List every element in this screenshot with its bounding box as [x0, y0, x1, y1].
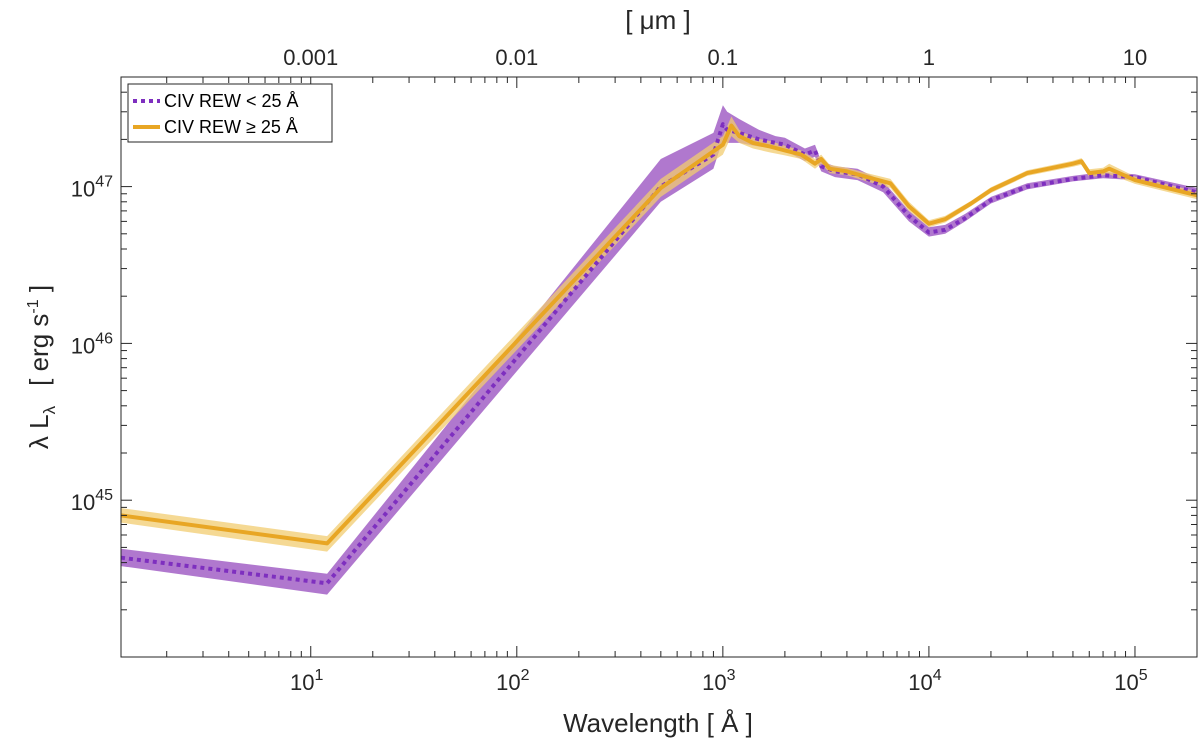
y-label-sub: λ: [40, 405, 59, 414]
series-lines: [120, 122, 1198, 586]
x-tick-label: 102: [496, 667, 529, 695]
line-series-1: [120, 122, 1198, 586]
top-tick-label: 10: [1123, 45, 1147, 70]
y-label-main: λ L: [24, 414, 54, 449]
y-tick-label: 1045: [71, 487, 113, 515]
top-axis-title: [ μm ]: [625, 5, 691, 35]
axis-ticks: [121, 76, 1198, 658]
legend-label-series-2: CIV REW ≥ 25 Å: [164, 117, 298, 137]
y-tick-label: 1047: [71, 174, 113, 202]
x-tick-label: 105: [1114, 667, 1147, 695]
top-tick-label: 0.01: [495, 45, 538, 70]
line-series-2: [120, 123, 1198, 546]
y-label-units-sup: -1: [25, 299, 42, 313]
top-tick-label: 1: [923, 45, 935, 70]
y-axis-title: λ Lλ [ erg s-1 ]: [24, 285, 59, 449]
svg-text:λ Lλ[ erg s-1 ]: λ Lλ [ erg s-1 ]: [24, 285, 59, 449]
y-label-units: [ erg s: [24, 314, 54, 386]
top-tick-label: 0.001: [283, 45, 338, 70]
band-series-2: [121, 116, 1197, 552]
legend-box: [127, 83, 333, 143]
band-series-1: [121, 105, 1197, 595]
uncertainty-bands: [121, 105, 1197, 595]
top-tick-label: 0.1: [708, 45, 739, 70]
plot-frame: [120, 76, 1198, 658]
x-tick-label: 104: [908, 667, 941, 695]
x-tick-label: 101: [290, 667, 323, 695]
legend: CIV REW < 25 Å CIV REW ≥ 25 Å: [127, 83, 333, 143]
x-axis-title: Wavelength [ Å ]: [563, 708, 753, 738]
y-tick-label: 1046: [71, 330, 113, 358]
legend-label-series-1: CIV REW < 25 Å: [164, 91, 299, 111]
x-tick-label: 103: [702, 667, 735, 695]
y-label-units-end: ]: [24, 285, 54, 299]
